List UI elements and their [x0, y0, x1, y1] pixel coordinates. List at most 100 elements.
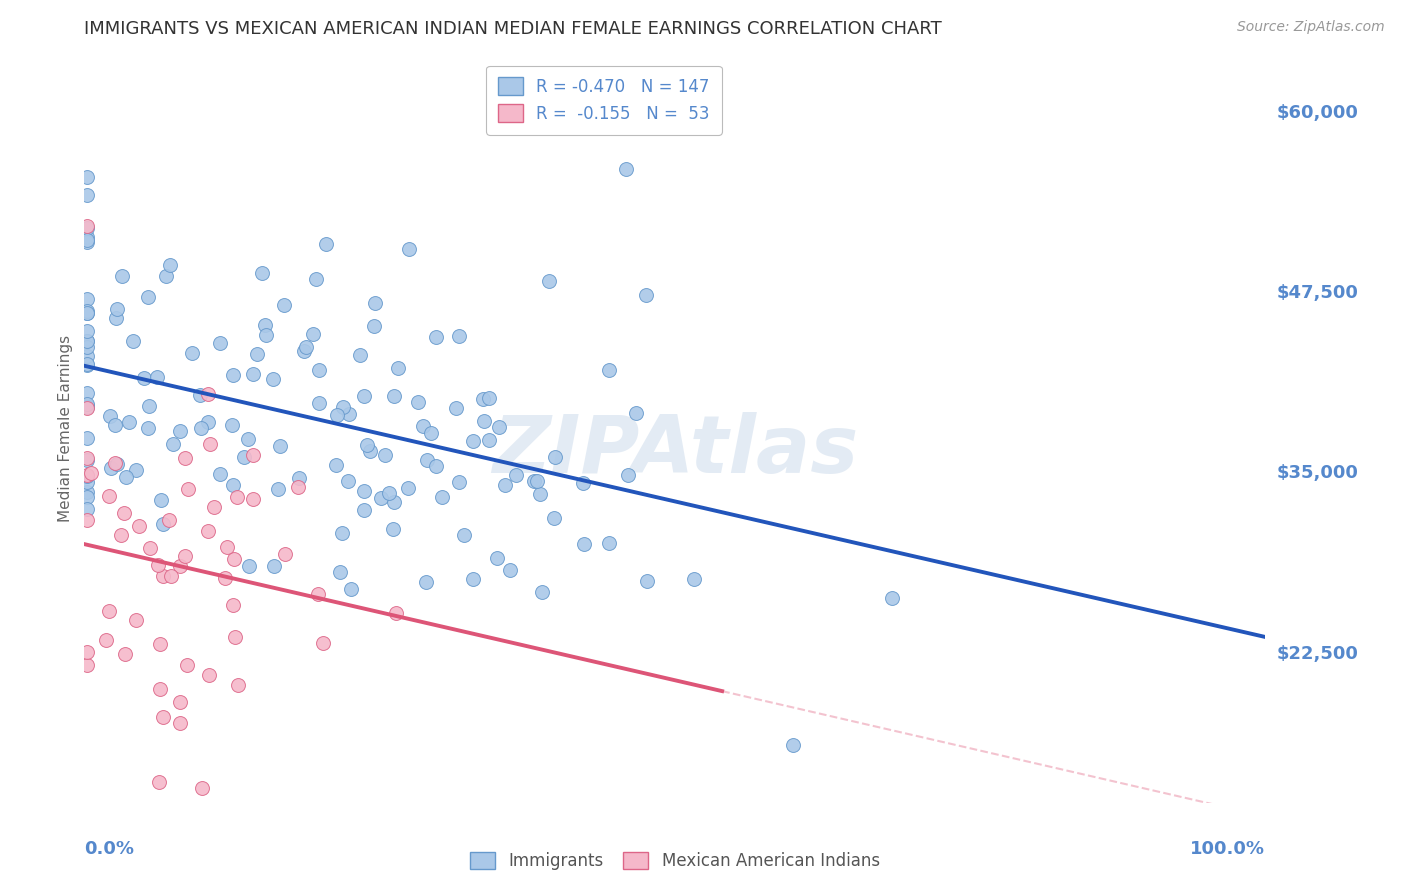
Point — [76, 467, 98, 482]
Point — [173, 451, 195, 466]
Point — [472, 392, 495, 406]
Point — [430, 490, 453, 504]
Point — [242, 367, 264, 381]
Point — [382, 495, 405, 509]
Point — [149, 637, 172, 651]
Point — [329, 565, 352, 579]
Point — [226, 678, 249, 692]
Point — [105, 301, 128, 316]
Point — [543, 511, 565, 525]
Point — [214, 571, 236, 585]
Point — [572, 537, 595, 551]
Point — [571, 475, 593, 490]
Point — [488, 419, 510, 434]
Point — [128, 519, 150, 533]
Point — [425, 458, 447, 473]
Point — [267, 482, 290, 496]
Point — [307, 587, 329, 601]
Point — [190, 421, 212, 435]
Point — [287, 480, 309, 494]
Point — [125, 613, 148, 627]
Point — [76, 385, 98, 400]
Point — [444, 401, 467, 415]
Point — [246, 347, 269, 361]
Point — [304, 271, 326, 285]
Point — [157, 513, 180, 527]
Point — [76, 349, 98, 363]
Point — [104, 418, 127, 433]
Point — [76, 233, 98, 247]
Point — [76, 303, 98, 318]
Point — [152, 710, 174, 724]
Y-axis label: Median Female Earnings: Median Female Earnings — [58, 334, 73, 522]
Point — [176, 658, 198, 673]
Point — [76, 324, 98, 338]
Point — [398, 242, 420, 256]
Point — [406, 394, 429, 409]
Point — [232, 450, 254, 465]
Point — [76, 397, 98, 411]
Point — [374, 448, 396, 462]
Point — [624, 406, 647, 420]
Point — [295, 340, 318, 354]
Point — [169, 715, 191, 730]
Point — [598, 362, 620, 376]
Point — [221, 599, 243, 613]
Point — [169, 558, 191, 573]
Point — [76, 453, 98, 467]
Point — [138, 399, 160, 413]
Point — [396, 481, 419, 495]
Point — [224, 552, 246, 566]
Point — [416, 453, 439, 467]
Point — [636, 574, 658, 588]
Point — [112, 507, 135, 521]
Point — [146, 369, 169, 384]
Point — [208, 467, 231, 482]
Point — [387, 360, 409, 375]
Point — [224, 630, 246, 644]
Point — [315, 237, 337, 252]
Point — [363, 319, 385, 334]
Point — [250, 266, 273, 280]
Point — [76, 491, 98, 505]
Point — [110, 268, 132, 283]
Point — [152, 569, 174, 583]
Point — [353, 484, 375, 499]
Point — [531, 585, 554, 599]
Point — [359, 444, 381, 458]
Point — [76, 305, 98, 319]
Point — [537, 274, 560, 288]
Point — [114, 647, 136, 661]
Point — [104, 456, 127, 470]
Point — [76, 334, 98, 348]
Point — [76, 450, 98, 465]
Point — [385, 606, 408, 620]
Point — [197, 524, 219, 538]
Point — [169, 424, 191, 438]
Point — [238, 558, 260, 573]
Point — [412, 419, 434, 434]
Point — [76, 340, 98, 354]
Point — [202, 500, 225, 514]
Point — [76, 169, 98, 184]
Point — [273, 298, 295, 312]
Point — [238, 433, 260, 447]
Point — [188, 388, 211, 402]
Point — [76, 645, 98, 659]
Point — [222, 368, 245, 382]
Point — [94, 633, 117, 648]
Point — [364, 295, 387, 310]
Point — [449, 475, 471, 490]
Point — [105, 310, 128, 325]
Point — [152, 516, 174, 531]
Point — [336, 474, 359, 488]
Point — [110, 528, 132, 542]
Point — [463, 572, 485, 586]
Text: Source: ZipAtlas.com: Source: ZipAtlas.com — [1237, 20, 1385, 34]
Point — [76, 358, 98, 372]
Point — [76, 657, 98, 672]
Point — [472, 414, 495, 428]
Point — [340, 582, 363, 597]
Point — [136, 290, 159, 304]
Point — [683, 572, 706, 586]
